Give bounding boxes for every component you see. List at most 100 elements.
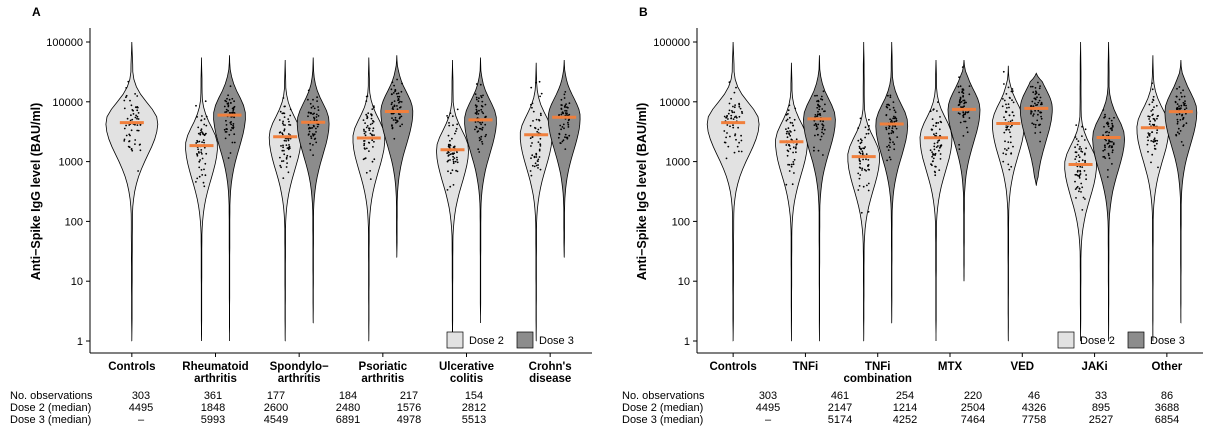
table-dose3-median: – bbox=[138, 414, 145, 426]
point-dose2 bbox=[137, 170, 140, 172]
point-dose2 bbox=[454, 132, 456, 135]
point-dose3 bbox=[821, 108, 824, 110]
point-dose2 bbox=[735, 116, 738, 119]
y-tick-label: 1000 bbox=[666, 157, 690, 169]
point-dose3 bbox=[958, 91, 960, 94]
violin-dose3 bbox=[296, 57, 330, 324]
point-dose3 bbox=[315, 131, 317, 133]
point-dose3 bbox=[233, 100, 236, 103]
point-dose2 bbox=[1148, 103, 1151, 106]
point-dose3 bbox=[961, 88, 964, 91]
point-dose2 bbox=[282, 97, 285, 99]
point-dose3 bbox=[1108, 144, 1111, 147]
point-dose3 bbox=[1180, 92, 1182, 94]
point-dose3 bbox=[568, 134, 571, 137]
y-tick-label: 10000 bbox=[52, 97, 83, 109]
point-dose3 bbox=[1185, 112, 1187, 115]
point-dose3 bbox=[892, 117, 895, 120]
point-dose3 bbox=[963, 99, 966, 102]
violin-dose3 bbox=[464, 57, 497, 323]
point-dose3 bbox=[893, 115, 895, 118]
point-dose2 bbox=[531, 142, 533, 144]
point-dose2 bbox=[936, 110, 938, 112]
point-dose3 bbox=[819, 112, 821, 115]
point-dose2 bbox=[455, 130, 457, 133]
point-dose2 bbox=[732, 126, 735, 129]
point-dose2 bbox=[1003, 83, 1005, 85]
table-n: 184 bbox=[339, 390, 357, 402]
point-dose3 bbox=[885, 128, 888, 131]
point-dose2 bbox=[1074, 158, 1077, 161]
violin-dose2 bbox=[775, 62, 808, 342]
point-dose3 bbox=[1185, 104, 1187, 107]
point-dose2 bbox=[1080, 182, 1083, 185]
point-dose2 bbox=[1005, 129, 1007, 131]
point-dose2 bbox=[931, 155, 933, 158]
point-dose3 bbox=[958, 103, 961, 106]
point-dose2 bbox=[540, 92, 543, 95]
point-dose2 bbox=[285, 156, 288, 159]
point-dose2 bbox=[723, 130, 726, 132]
point-dose3 bbox=[1038, 87, 1041, 90]
point-dose3 bbox=[313, 133, 316, 136]
point-dose2 bbox=[1075, 155, 1078, 158]
point-dose2 bbox=[729, 135, 731, 138]
point-dose2 bbox=[134, 139, 137, 141]
point-dose3 bbox=[310, 106, 313, 109]
point-dose3 bbox=[1105, 139, 1107, 142]
point-dose3 bbox=[1110, 119, 1113, 122]
point-dose3 bbox=[228, 112, 231, 114]
point-dose3 bbox=[394, 116, 397, 119]
point-dose3 bbox=[394, 119, 397, 121]
point-dose3 bbox=[1176, 103, 1179, 105]
point-dose3 bbox=[1037, 109, 1040, 112]
point-dose2 bbox=[365, 147, 368, 150]
point-dose2 bbox=[858, 177, 861, 180]
point-dose2 bbox=[793, 118, 796, 121]
point-dose2 bbox=[452, 153, 454, 156]
point-dose2 bbox=[1084, 152, 1086, 155]
point-dose2 bbox=[530, 145, 532, 147]
point-dose2 bbox=[1147, 115, 1150, 118]
point-dose2 bbox=[452, 124, 454, 127]
point-dose2 bbox=[283, 139, 286, 142]
point-dose2 bbox=[1011, 124, 1013, 127]
point-dose3 bbox=[392, 106, 394, 108]
point-dose2 bbox=[790, 165, 793, 168]
point-dose3 bbox=[1183, 95, 1186, 98]
point-dose3 bbox=[1034, 109, 1036, 112]
table-dose2-median: 1576 bbox=[397, 402, 421, 414]
point-dose3 bbox=[228, 98, 231, 101]
point-dose3 bbox=[887, 149, 890, 152]
point-dose3 bbox=[561, 112, 564, 114]
point-dose3 bbox=[1040, 101, 1043, 104]
point-dose2 bbox=[278, 131, 281, 134]
point-dose3 bbox=[892, 141, 894, 144]
point-dose2 bbox=[1004, 119, 1007, 121]
point-dose2 bbox=[1074, 136, 1077, 138]
point-dose3 bbox=[400, 90, 403, 93]
point-dose2 bbox=[860, 211, 863, 214]
point-dose2 bbox=[1011, 119, 1014, 122]
point-dose2 bbox=[529, 124, 532, 127]
point-dose3 bbox=[813, 149, 815, 152]
point-dose2 bbox=[283, 153, 286, 156]
point-dose2 bbox=[289, 124, 292, 126]
point-dose3 bbox=[1180, 104, 1183, 107]
point-dose2 bbox=[1153, 106, 1155, 108]
point-dose2 bbox=[785, 144, 788, 146]
point-dose3 bbox=[1106, 121, 1109, 124]
point-dose3 bbox=[1034, 126, 1037, 129]
point-dose2 bbox=[366, 117, 368, 120]
point-dose2 bbox=[535, 164, 538, 167]
table-dose3-median: 5513 bbox=[462, 414, 486, 426]
point-dose2 bbox=[532, 110, 535, 113]
table-dose2-median: 2600 bbox=[264, 402, 288, 414]
point-dose2 bbox=[283, 105, 286, 108]
point-dose2 bbox=[730, 97, 732, 100]
point-dose3 bbox=[816, 100, 818, 103]
point-dose3 bbox=[1103, 155, 1106, 158]
point-dose2 bbox=[867, 132, 870, 135]
point-dose3 bbox=[478, 151, 481, 153]
